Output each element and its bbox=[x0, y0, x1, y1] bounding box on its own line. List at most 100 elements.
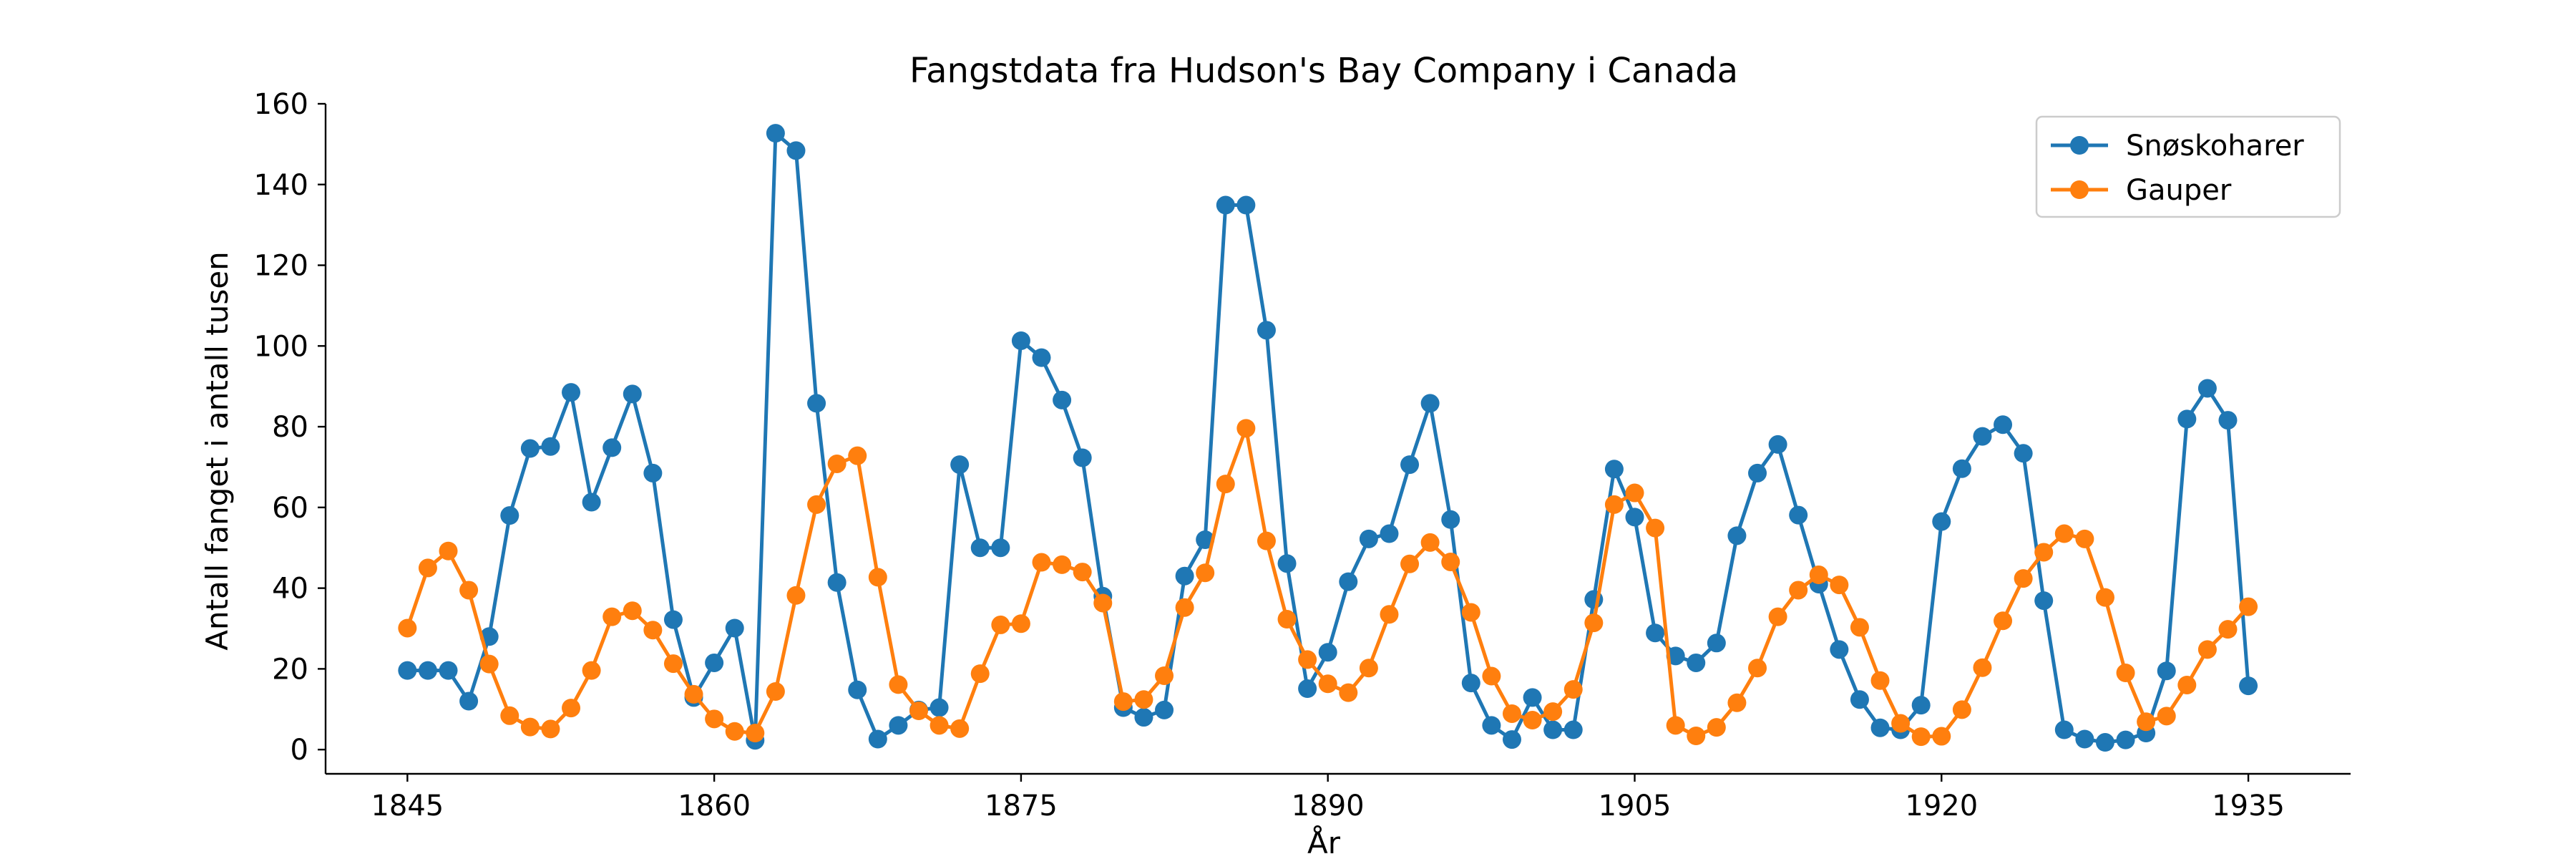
data-point-gauper bbox=[827, 454, 847, 473]
data-point-sn-skoharer bbox=[1850, 690, 1869, 709]
data-point-sn-skoharer bbox=[1911, 696, 1931, 715]
data-point-gauper bbox=[1032, 553, 1051, 572]
data-point-gauper bbox=[1911, 727, 1931, 747]
data-point-sn-skoharer bbox=[1952, 459, 1971, 478]
data-point-gauper bbox=[2116, 664, 2135, 683]
data-point-sn-skoharer bbox=[1400, 455, 1420, 475]
data-point-sn-skoharer bbox=[663, 610, 683, 629]
data-point-gauper bbox=[398, 618, 417, 638]
data-point-sn-skoharer bbox=[2014, 444, 2033, 463]
data-point-sn-skoharer bbox=[1707, 634, 1726, 653]
data-point-gauper bbox=[2157, 707, 2176, 726]
data-point-gauper bbox=[2095, 588, 2114, 607]
y-tick-label: 0 bbox=[291, 734, 308, 767]
axes: 1845 1860 1875 1890 1905 1920 1935 0 20 40 60 80 100… bbox=[254, 88, 2351, 822]
data-point-sn-skoharer bbox=[1196, 530, 1215, 549]
data-point-gauper bbox=[2218, 620, 2238, 639]
data-point-sn-skoharer bbox=[1482, 716, 1501, 735]
data-point-sn-skoharer bbox=[500, 506, 519, 525]
data-point-sn-skoharer bbox=[1011, 331, 1030, 350]
y-tick-label: 80 bbox=[272, 411, 308, 444]
data-point-sn-skoharer bbox=[868, 729, 887, 749]
data-point-gauper bbox=[2239, 597, 2258, 616]
data-point-gauper bbox=[1359, 659, 1378, 678]
data-point-gauper bbox=[520, 717, 540, 737]
y-tick-label: 100 bbox=[254, 330, 308, 363]
data-point-sn-skoharer bbox=[459, 691, 479, 711]
data-point-gauper bbox=[705, 709, 724, 729]
data-point-sn-skoharer bbox=[418, 661, 437, 680]
data-point-gauper bbox=[848, 446, 867, 465]
data-point-gauper bbox=[1748, 659, 1767, 678]
data-point-gauper bbox=[930, 716, 949, 735]
data-point-gauper bbox=[725, 722, 744, 741]
data-point-sn-skoharer bbox=[991, 538, 1010, 558]
legend-marker-gauper bbox=[2070, 180, 2089, 199]
data-point-gauper bbox=[1093, 593, 1113, 613]
data-point-gauper bbox=[1850, 618, 1869, 637]
y-tick-label: 140 bbox=[254, 169, 308, 202]
data-point-gauper bbox=[1604, 495, 1624, 514]
data-point-sn-skoharer bbox=[1134, 708, 1153, 727]
data-point-gauper bbox=[562, 699, 581, 718]
data-point-gauper bbox=[1994, 611, 2013, 631]
data-point-sn-skoharer bbox=[1298, 679, 1317, 699]
data-point-gauper bbox=[1113, 692, 1133, 712]
y-tick-label: 40 bbox=[272, 573, 308, 606]
data-point-gauper bbox=[766, 681, 785, 701]
data-point-gauper bbox=[1011, 614, 1030, 634]
legend-label-gauper: Gauper bbox=[2126, 174, 2232, 207]
data-point-sn-skoharer bbox=[848, 680, 867, 699]
data-point-gauper bbox=[1646, 518, 1665, 538]
data-point-sn-skoharer bbox=[2239, 676, 2258, 696]
data-point-gauper bbox=[1707, 718, 1726, 737]
data-point-gauper bbox=[1543, 702, 1563, 722]
data-point-sn-skoharer bbox=[1523, 688, 1542, 707]
data-point-sn-skoharer bbox=[1175, 566, 1194, 586]
data-point-sn-skoharer bbox=[1318, 643, 1337, 662]
data-point-sn-skoharer bbox=[1502, 730, 1521, 749]
data-point-gauper bbox=[1870, 671, 1890, 690]
data-point-sn-skoharer bbox=[562, 383, 581, 402]
data-point-gauper bbox=[1441, 552, 1460, 571]
data-point-sn-skoharer bbox=[1236, 195, 1256, 215]
data-point-gauper bbox=[1073, 563, 1092, 582]
data-point-gauper bbox=[2197, 640, 2217, 659]
data-point-gauper bbox=[459, 581, 479, 600]
data-point-gauper bbox=[582, 661, 601, 680]
data-point-sn-skoharer bbox=[1073, 448, 1092, 467]
data-point-sn-skoharer bbox=[1748, 463, 1767, 482]
data-point-sn-skoharer bbox=[2116, 730, 2135, 749]
data-point-gauper bbox=[1236, 419, 1256, 438]
legend: Snøskoharer Gauper bbox=[2035, 115, 2341, 218]
data-point-gauper bbox=[1400, 554, 1420, 573]
data-point-gauper bbox=[1563, 680, 1583, 699]
x-tick-label: 1890 bbox=[1292, 790, 1365, 822]
data-point-sn-skoharer bbox=[1277, 554, 1297, 573]
data-point-sn-skoharer bbox=[1789, 505, 1808, 525]
data-point-gauper bbox=[950, 719, 970, 738]
x-tick-label: 1845 bbox=[371, 790, 444, 822]
data-point-gauper bbox=[1952, 700, 1971, 719]
data-point-sn-skoharer bbox=[1461, 674, 1480, 693]
y-tick-label: 160 bbox=[254, 88, 308, 121]
data-point-gauper bbox=[1339, 683, 1358, 702]
data-point-sn-skoharer bbox=[950, 455, 970, 475]
x-tick-label: 1935 bbox=[2212, 790, 2285, 822]
data-point-sn-skoharer bbox=[1932, 512, 1951, 531]
data-point-sn-skoharer bbox=[1604, 460, 1624, 479]
data-point-sn-skoharer bbox=[643, 463, 663, 482]
data-point-gauper bbox=[1134, 690, 1153, 709]
data-point-sn-skoharer bbox=[1625, 508, 1644, 527]
data-point-gauper bbox=[1420, 533, 1440, 552]
legend-marker-sn-skoharer bbox=[2070, 136, 2089, 155]
data-point-gauper bbox=[1502, 704, 1521, 723]
data-point-gauper bbox=[1584, 613, 1604, 633]
data-point-gauper bbox=[2075, 529, 2094, 548]
data-point-gauper bbox=[602, 607, 622, 626]
data-point-gauper bbox=[1257, 531, 1276, 550]
data-point-gauper bbox=[418, 558, 437, 578]
data-point-sn-skoharer bbox=[2197, 379, 2217, 398]
data-point-sn-skoharer bbox=[1420, 394, 1440, 413]
